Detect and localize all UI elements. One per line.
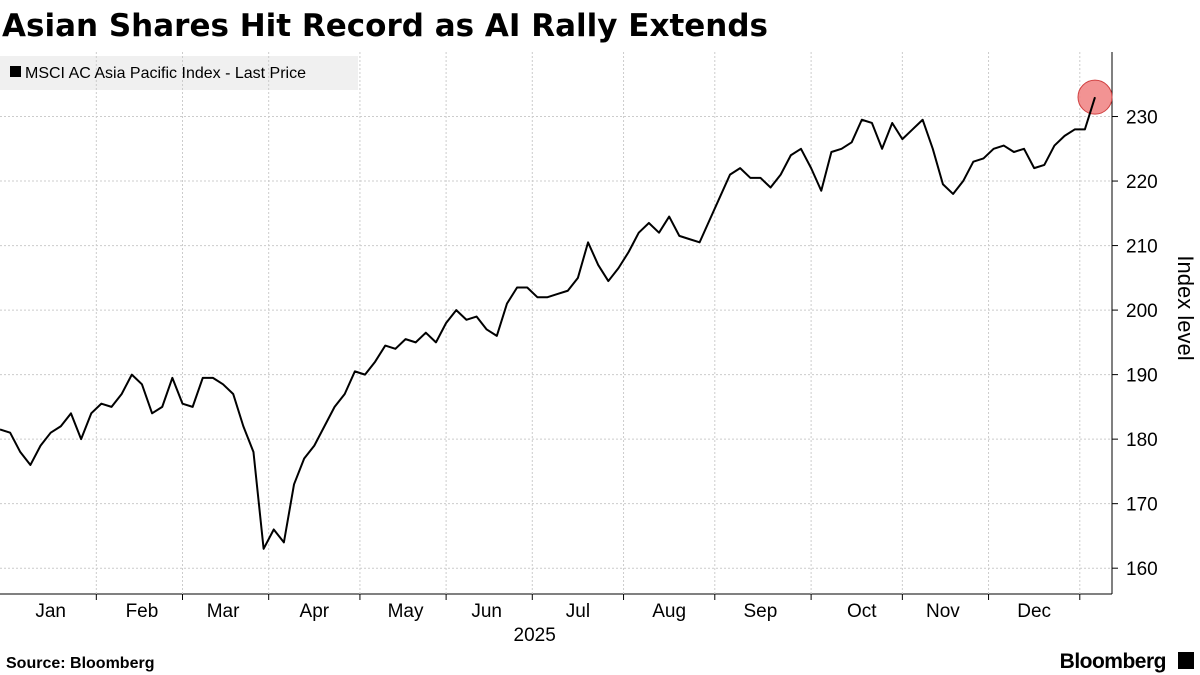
y-tick-label: 210 (1126, 237, 1158, 258)
y-tick-label: 190 (1126, 366, 1158, 387)
chart-title: Asian Shares Hit Record as AI Rally Exte… (2, 8, 768, 44)
y-tick-label: 220 (1126, 172, 1158, 193)
x-tick-label: Jan (35, 601, 66, 622)
brand-icon (1178, 652, 1194, 669)
x-tick-label: Nov (926, 601, 960, 622)
x-tick-label: Jun (471, 601, 502, 622)
x-tick-label: Aug (652, 601, 686, 622)
x-tick-label: Feb (126, 601, 159, 622)
legend-swatch (10, 66, 21, 77)
x-tick-label: Dec (1017, 601, 1051, 622)
legend-box (0, 56, 358, 90)
legend-label: MSCI AC Asia Pacific Index - Last Price (25, 65, 306, 82)
y-tick-label: 180 (1126, 430, 1158, 451)
y-tick-label: 200 (1126, 301, 1158, 322)
source: Source: Bloomberg (6, 655, 154, 672)
y-tick-label: 160 (1126, 559, 1158, 580)
x-tick-label: Jul (566, 601, 590, 622)
y-tick-label: 170 (1126, 495, 1158, 516)
x-tick-label: Apr (300, 601, 330, 622)
x-axis-title: 2025 (514, 625, 556, 646)
x-tick-label: Oct (847, 601, 877, 622)
price-line (0, 96, 1096, 550)
highlight-marker (1077, 79, 1113, 115)
y-tick-label: 230 (1126, 108, 1158, 129)
brand: Bloomberg (1060, 650, 1166, 673)
x-tick-label: May (388, 601, 424, 622)
y-axis-title: Index level (1173, 255, 1198, 360)
x-tick-label: Mar (207, 601, 240, 622)
x-tick-label: Sep (744, 601, 778, 622)
